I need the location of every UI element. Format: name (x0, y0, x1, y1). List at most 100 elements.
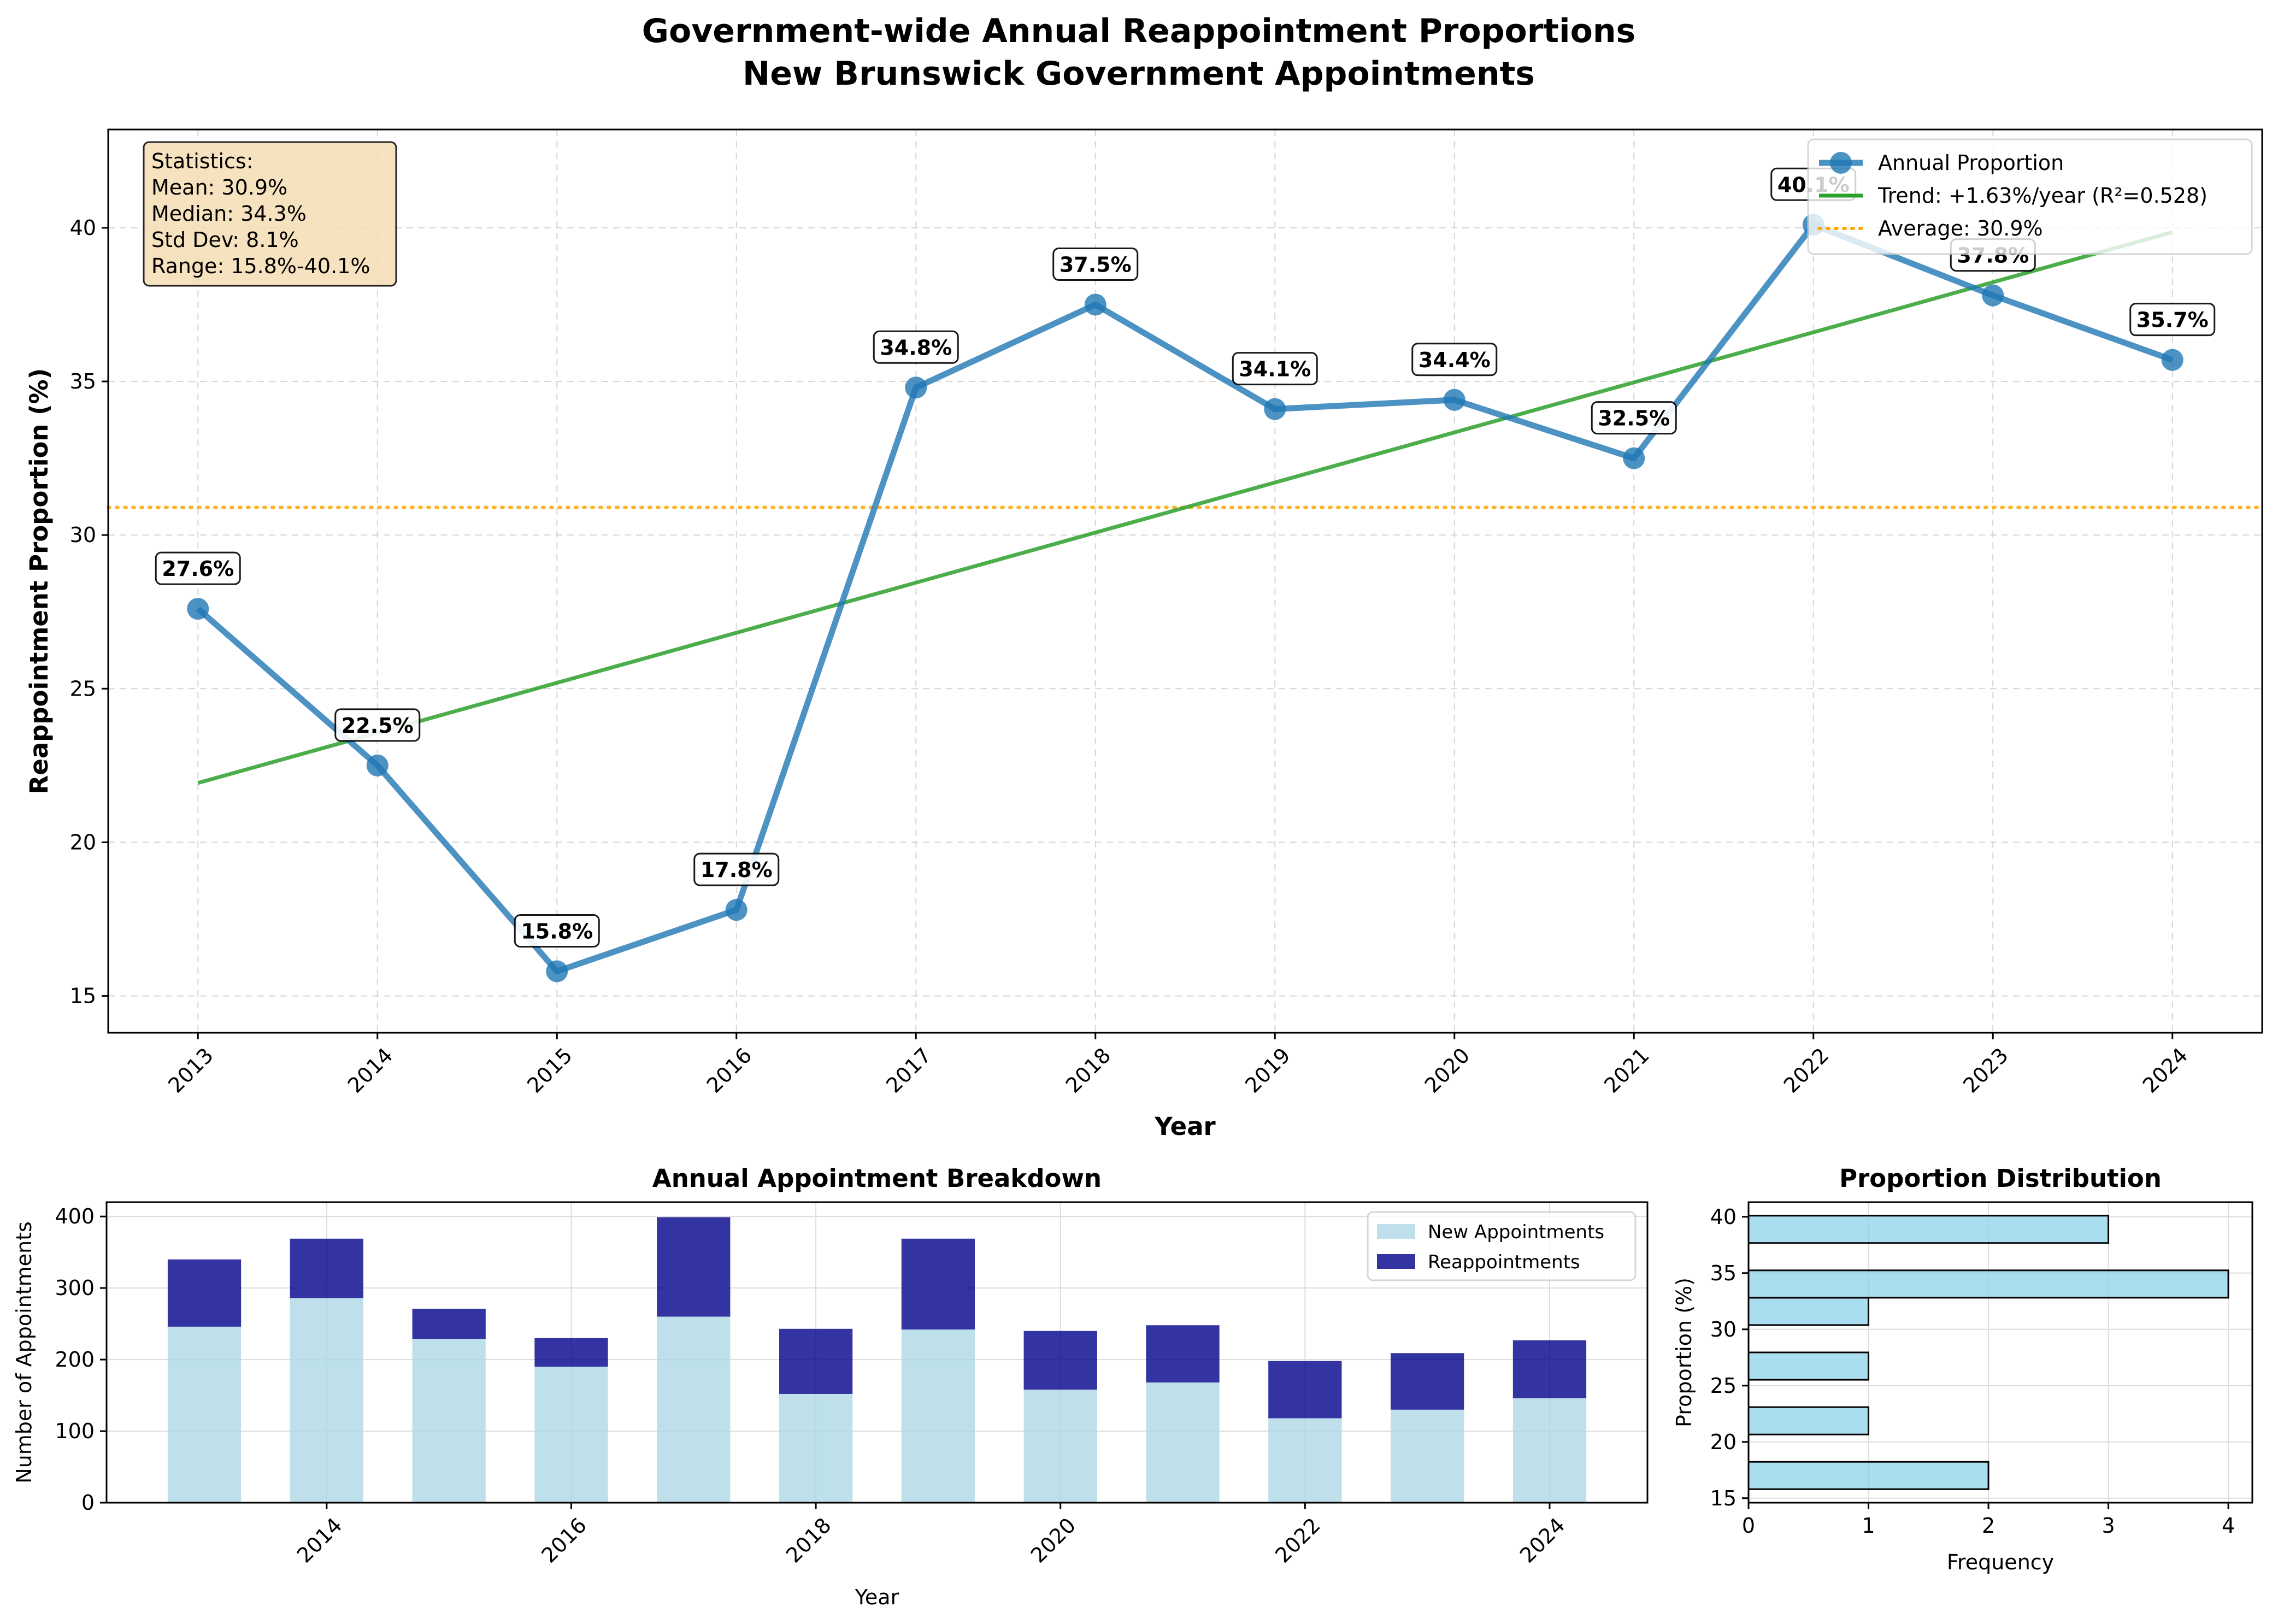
data-label: 34.4% (1418, 348, 1491, 372)
data-label: 22.5% (342, 714, 414, 738)
legend-label: Annual Proportion (1878, 151, 2064, 175)
data-point (1264, 398, 1286, 420)
y-tick-label: 20 (70, 830, 96, 854)
main-line-chart: 27.6% 22.5% 15.8% 17.8% 34.8% 37.5% 34.1% 34.4%… (25, 128, 2264, 1141)
bar-new-appointments (534, 1367, 608, 1503)
stats-line: Std Dev: 8.1% (151, 228, 299, 252)
x-tick-label: 2013 (163, 1043, 218, 1098)
y-tick-label: 15 (70, 984, 96, 1008)
x-tick-label: 2024 (2138, 1043, 2193, 1098)
x-tick-label: 2022 (1779, 1043, 1834, 1098)
series-line-annual-proportion (196, 221, 2174, 975)
bar-reappointments (1023, 1331, 1097, 1390)
data-label-box (1591, 401, 1677, 435)
figure-title-line2: New Brunswick Government Appointments (743, 55, 1535, 93)
y-axis-label: Proportion (%) (1672, 1278, 1696, 1427)
plot-frame (1747, 1201, 2253, 1504)
bar-reappointments (1268, 1361, 1342, 1419)
y-tick-label: 300 (55, 1276, 95, 1300)
bar-new-appointments (290, 1298, 363, 1503)
x-tick-label: 2020 (1420, 1043, 1475, 1098)
stats-line: Median: 34.3% (151, 202, 307, 226)
figure-title-line1: Government-wide Annual Reappointment Pro… (642, 12, 1636, 50)
data-point (546, 960, 568, 982)
data-label-box (514, 914, 600, 948)
y-tick-label: 30 (1710, 1317, 1737, 1341)
y-tick-label: 200 (55, 1348, 95, 1372)
y-tick-label: 20 (1710, 1430, 1737, 1454)
data-point (2161, 349, 2183, 371)
data-label: 17.8% (701, 858, 773, 882)
histogram-bar (1747, 1215, 2110, 1244)
x-tick-label: 2016 (537, 1513, 592, 1568)
data-label-box (1411, 343, 1498, 376)
x-tick-label: 3 (2102, 1514, 2115, 1538)
data-label-box (1052, 247, 1139, 281)
stats-line: Range: 15.8%-40.1% (151, 254, 370, 278)
data-label: 34.1% (1239, 357, 1311, 381)
x-tick-label: 2014 (343, 1043, 398, 1098)
bar-reappointments (412, 1309, 486, 1339)
chart-title: Proportion Distribution (1839, 1164, 2162, 1193)
data-label-box (155, 551, 241, 585)
bar-reappointments (779, 1328, 853, 1394)
histogram-bar (1747, 1269, 2229, 1299)
bar-new-appointments (167, 1326, 242, 1503)
bar-new-appointments (901, 1329, 975, 1503)
x-tick-label: 2017 (881, 1043, 936, 1098)
x-tick-label: 2015 (522, 1043, 577, 1098)
stats-line: Statistics: (151, 149, 254, 173)
data-point (1982, 284, 2004, 307)
data-label: 35.7% (2136, 308, 2209, 332)
bar-new-appointments (1023, 1390, 1097, 1503)
data-label-box (1232, 352, 1318, 386)
y-tick-label: 0 (81, 1491, 95, 1515)
data-label: 34.8% (880, 336, 952, 360)
data-label: 37.5% (1059, 252, 1132, 276)
data-point (1084, 293, 1106, 316)
data-label-box (334, 708, 421, 742)
x-axis-label: Year (1154, 1112, 1216, 1141)
y-axis-label: Number of Appointments (12, 1221, 36, 1484)
bar-new-appointments (779, 1393, 853, 1503)
y-tick-label: 40 (70, 216, 96, 240)
bar-new-appointments (1391, 1409, 1464, 1503)
bar-reappointments (167, 1259, 242, 1327)
x-tick-label: 2024 (1515, 1513, 1570, 1568)
x-tick-label: 2018 (1061, 1043, 1116, 1098)
y-tick-label: 100 (55, 1419, 95, 1443)
legend-label: New Appointments (1428, 1221, 1604, 1243)
legend-swatch (1377, 1224, 1415, 1239)
y-tick-label: 35 (70, 369, 96, 393)
bar-new-appointments (1512, 1398, 1587, 1503)
distribution-histogram: 0 1 2 3 4 15 20 25 30 35 40 Proportion Distribution… (1672, 1164, 2253, 1574)
histogram-bar (1747, 1461, 1989, 1490)
x-tick-label: 4 (2222, 1514, 2235, 1538)
plot-frame (107, 128, 2263, 1034)
x-tick-label: 1 (1862, 1514, 1875, 1538)
data-label-box (2129, 303, 2216, 337)
data-point (1623, 447, 1645, 469)
data-label: 27.6% (162, 557, 234, 581)
data-label: 32.5% (1598, 407, 1670, 431)
legend-label: Reappointments (1428, 1251, 1580, 1273)
y-tick-label: 25 (1710, 1374, 1737, 1398)
bar-reappointments (657, 1217, 731, 1317)
breakdown-bar-chart: 2014 2016 2018 2020 2022 2024 0 100 200 300 400 Ann… (12, 1164, 1649, 1609)
bar-reappointments (534, 1338, 608, 1367)
y-axis-label: Reappointment Proportion (%) (25, 368, 54, 795)
x-axis-label: Year (855, 1585, 899, 1609)
histogram-bar (1747, 1351, 1870, 1381)
data-point (725, 899, 747, 921)
legend-label: Trend: +1.63%/year (R²=0.528) (1877, 184, 2208, 208)
bar-new-appointments (1146, 1382, 1220, 1503)
stats-box (143, 141, 397, 287)
bar-reappointments (1512, 1340, 1587, 1398)
data-point (905, 376, 927, 399)
bar-reappointments (290, 1238, 363, 1298)
x-tick-label: 2020 (1026, 1513, 1081, 1568)
x-tick-label: 2019 (1240, 1043, 1295, 1098)
bar-new-appointments (1268, 1418, 1342, 1503)
legend-swatch-marker (1830, 152, 1852, 174)
